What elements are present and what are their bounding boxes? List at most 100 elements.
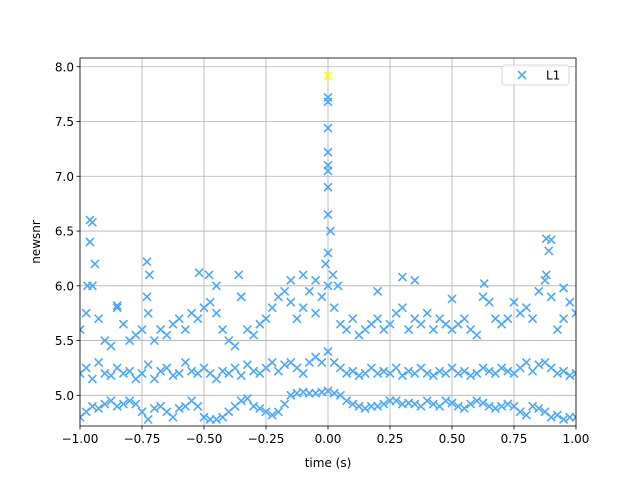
- point: [100, 399, 110, 409]
- point: [410, 275, 420, 285]
- point: [323, 386, 333, 396]
- point: [149, 374, 159, 384]
- x-tick-label: −0.25: [248, 432, 285, 446]
- point: [397, 303, 407, 313]
- point: [304, 286, 314, 296]
- point: [90, 259, 100, 269]
- point: [137, 407, 147, 417]
- point: [379, 399, 389, 409]
- point: [81, 363, 91, 373]
- point: [193, 314, 203, 324]
- point: [106, 371, 116, 381]
- point: [118, 319, 128, 329]
- point: [497, 401, 507, 411]
- point: [236, 371, 246, 381]
- point: [267, 303, 277, 313]
- point: [391, 363, 401, 373]
- point: [149, 336, 159, 346]
- point: [137, 368, 147, 378]
- point: [85, 237, 95, 247]
- point: [565, 297, 575, 307]
- point: [373, 368, 383, 378]
- point: [503, 314, 513, 324]
- point: [521, 410, 531, 420]
- point: [81, 308, 91, 318]
- point: [528, 401, 538, 411]
- point: [317, 357, 327, 368]
- point: [234, 270, 244, 280]
- point: [329, 303, 339, 313]
- point: [236, 396, 246, 406]
- axes: −1.00 −0.75 −0.50 −0.25 0.00 0.25 0.50 0.75 1.00…: [55, 60, 589, 446]
- point: [354, 401, 364, 411]
- point: [193, 401, 203, 411]
- point: [267, 357, 277, 368]
- point: [118, 368, 128, 378]
- point: [559, 314, 569, 324]
- point: [552, 410, 562, 420]
- point: [410, 399, 420, 409]
- point: [472, 396, 482, 406]
- point: [298, 368, 308, 378]
- point: [328, 270, 338, 280]
- point: [168, 412, 178, 422]
- point: [373, 314, 383, 324]
- point: [100, 368, 110, 378]
- point: [323, 97, 333, 107]
- point: [441, 396, 451, 406]
- point: [453, 368, 463, 378]
- point: [205, 297, 215, 307]
- point: [311, 308, 321, 318]
- point: [125, 366, 135, 376]
- point: [534, 360, 544, 370]
- point: [143, 360, 153, 370]
- point: [311, 275, 321, 285]
- point: [143, 414, 153, 424]
- point: [509, 297, 519, 307]
- point: [137, 325, 147, 335]
- point: [435, 366, 445, 376]
- legend: L1: [501, 64, 570, 86]
- point: [360, 403, 370, 414]
- point: [286, 390, 296, 400]
- point: [180, 325, 190, 335]
- point: [565, 371, 575, 381]
- point: [280, 360, 290, 370]
- point: [544, 246, 554, 256]
- point: [118, 399, 128, 409]
- point: [385, 319, 395, 329]
- point: [317, 292, 327, 302]
- point: [546, 292, 556, 302]
- point: [187, 366, 197, 376]
- point: [534, 403, 544, 414]
- point: [466, 371, 476, 381]
- y-tick-label: 5.0: [55, 389, 74, 403]
- point: [323, 147, 333, 157]
- y-tick-label: 5.5: [55, 334, 74, 348]
- point: [428, 371, 438, 381]
- point: [249, 401, 259, 411]
- point: [194, 268, 204, 278]
- point: [342, 396, 352, 406]
- point: [174, 368, 184, 378]
- point: [490, 403, 500, 414]
- point: [112, 401, 122, 411]
- point: [422, 396, 432, 406]
- point: [230, 341, 240, 351]
- point: [391, 396, 401, 406]
- point: [497, 363, 507, 373]
- point: [348, 314, 358, 324]
- point: [211, 281, 221, 291]
- point: [211, 414, 221, 424]
- point: [323, 123, 333, 133]
- point: [211, 308, 221, 318]
- point: [552, 368, 562, 378]
- point: [94, 357, 104, 368]
- point: [142, 257, 152, 267]
- point: [559, 366, 569, 376]
- point: [94, 403, 104, 414]
- point: [571, 368, 576, 378]
- point: [323, 248, 333, 258]
- point: [218, 325, 228, 335]
- point: [211, 374, 221, 384]
